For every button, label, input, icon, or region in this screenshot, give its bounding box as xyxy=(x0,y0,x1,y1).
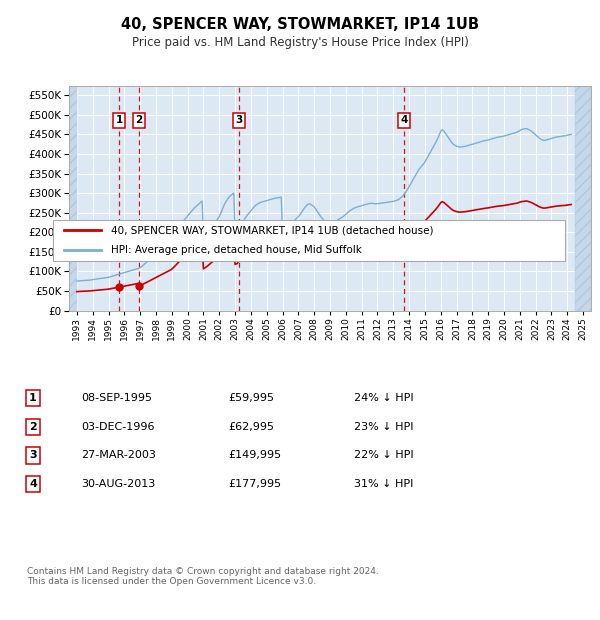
Text: 23% ↓ HPI: 23% ↓ HPI xyxy=(354,422,413,432)
Text: 1: 1 xyxy=(29,393,37,403)
Bar xyxy=(69,86,77,311)
Text: 4: 4 xyxy=(29,479,37,489)
Text: HPI: Average price, detached house, Mid Suffolk: HPI: Average price, detached house, Mid … xyxy=(112,246,362,255)
Text: 2: 2 xyxy=(136,115,143,125)
Text: 27-MAR-2003: 27-MAR-2003 xyxy=(81,450,156,461)
Text: £177,995: £177,995 xyxy=(228,479,281,489)
Bar xyxy=(575,86,591,311)
Text: 3: 3 xyxy=(235,115,242,125)
Text: £149,995: £149,995 xyxy=(228,450,281,461)
Text: £59,995: £59,995 xyxy=(228,393,274,403)
Text: 40, SPENCER WAY, STOWMARKET, IP14 1UB (detached house): 40, SPENCER WAY, STOWMARKET, IP14 1UB (d… xyxy=(112,225,434,235)
Text: 40, SPENCER WAY, STOWMARKET, IP14 1UB: 40, SPENCER WAY, STOWMARKET, IP14 1UB xyxy=(121,17,479,32)
Text: 24% ↓ HPI: 24% ↓ HPI xyxy=(354,393,413,403)
Text: £62,995: £62,995 xyxy=(228,422,274,432)
Text: Contains HM Land Registry data © Crown copyright and database right 2024.
This d: Contains HM Land Registry data © Crown c… xyxy=(27,567,379,586)
Text: 4: 4 xyxy=(400,115,407,125)
FancyBboxPatch shape xyxy=(53,220,565,261)
Text: 31% ↓ HPI: 31% ↓ HPI xyxy=(354,479,413,489)
Text: 22% ↓ HPI: 22% ↓ HPI xyxy=(354,450,413,461)
Text: Price paid vs. HM Land Registry's House Price Index (HPI): Price paid vs. HM Land Registry's House … xyxy=(131,36,469,49)
Text: 08-SEP-1995: 08-SEP-1995 xyxy=(81,393,152,403)
Text: 1: 1 xyxy=(116,115,123,125)
Text: 30-AUG-2013: 30-AUG-2013 xyxy=(81,479,155,489)
Text: 03-DEC-1996: 03-DEC-1996 xyxy=(81,422,155,432)
Text: 3: 3 xyxy=(29,450,37,461)
Text: 2: 2 xyxy=(29,422,37,432)
